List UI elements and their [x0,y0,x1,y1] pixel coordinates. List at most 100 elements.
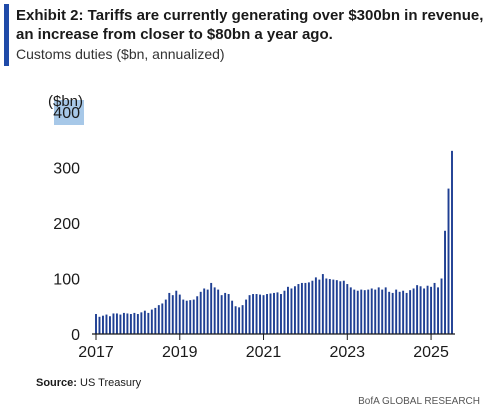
brand-footer: BofA GLOBAL RESEARCH [358,396,480,407]
bar [210,282,213,334]
bar [314,277,317,334]
bar [102,315,104,334]
bar [259,294,261,334]
bar [349,287,352,334]
bar [287,286,289,334]
bar [409,290,412,334]
bar [325,278,328,334]
bar [262,295,265,334]
bar [147,312,150,334]
bar [129,314,132,334]
bar [346,284,349,334]
bar [360,289,363,334]
bar [175,290,178,334]
x-tick-label: 2025 [413,344,449,361]
bar [234,306,237,334]
bar [182,299,185,334]
y-axis-label: ($bn) [48,93,83,110]
x-tick-label: 2021 [246,344,282,361]
bar [444,230,446,334]
bar [248,295,251,334]
bar [213,287,216,334]
bar-series [95,150,453,335]
bar [402,290,405,334]
bar [105,314,108,334]
bar [112,313,115,334]
bar [419,286,422,334]
bar [224,292,227,334]
bar [252,294,255,334]
bar [307,282,310,334]
bar [370,288,373,334]
bar [332,279,335,334]
chart-title: Exhibit 2: Tariffs are currently generat… [16,7,484,43]
y-tick-label: 400 [53,105,80,122]
source-label: Source: [36,377,77,389]
bar [133,312,136,334]
bar [122,312,125,334]
y-tick-label: 300 [53,161,80,178]
bar [203,288,206,334]
bar [266,294,268,334]
bar [381,289,384,334]
bar [217,289,220,334]
bar [126,313,129,334]
bar [241,305,244,334]
bar [168,292,171,334]
bar [231,300,234,334]
bar [206,289,209,334]
bar [115,313,118,334]
bar [356,290,359,334]
bar [388,291,391,334]
bar [353,289,356,334]
y-axis-ticks: 0 100 200 300 400 [53,105,80,344]
x-tick-label: 2023 [329,344,365,361]
bar [98,316,101,334]
title-accent-bar [4,4,9,66]
bar [374,289,377,334]
bar [283,290,286,334]
bar [171,295,174,334]
bar [227,294,230,334]
bar [185,300,188,334]
source-text: US Treasury [76,377,142,389]
bar [297,284,300,334]
bar [196,296,199,334]
bar [437,287,439,334]
chart-subtitle: Customs duties ($bn, annualized) [16,46,225,62]
bar [157,305,160,334]
bar [395,289,398,334]
bar [433,282,436,334]
bar [426,285,429,334]
bar [328,279,331,334]
y-tick-label: 200 [53,216,80,233]
bar [416,285,419,334]
bar [143,310,146,334]
y-tick-label: 0 [71,327,80,344]
bar [412,288,415,334]
bar [140,312,143,334]
bar [238,307,241,334]
bar [335,280,338,334]
bar [154,307,157,334]
bar [189,300,192,334]
customs-duties-chart: ($bn) 0 100 200 300 400 2017 2019 2021 2023 2025 [48,93,455,361]
x-axis-ticks: 2017 2019 2021 2023 2025 [78,334,449,361]
y-tick-highlight [54,100,84,125]
bar [342,280,345,334]
bar [161,303,164,334]
bar [451,150,453,334]
bar [363,290,366,334]
bar [293,286,296,334]
bar [430,286,433,334]
bar [391,292,394,334]
bar [367,289,370,334]
bar [150,309,153,334]
bar [273,292,275,334]
bar [269,293,272,334]
bar [136,314,139,334]
bar [178,294,181,334]
bar [220,295,223,334]
bar [164,299,167,334]
bar [339,281,342,334]
